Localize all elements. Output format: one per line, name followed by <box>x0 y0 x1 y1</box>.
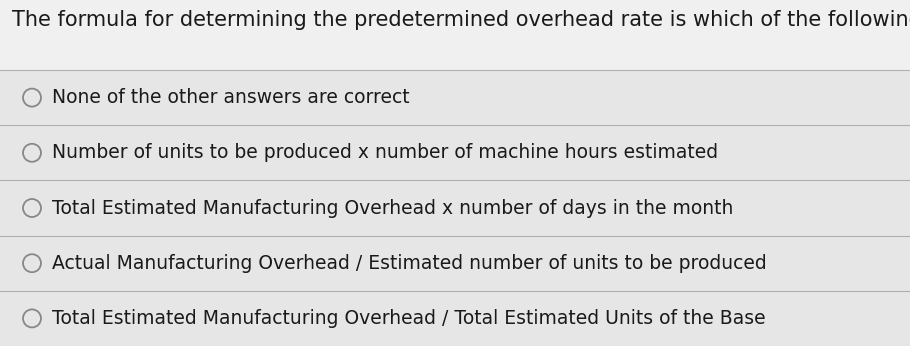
Bar <box>0 0 910 70</box>
Bar <box>0 70 910 346</box>
Text: Total Estimated Manufacturing Overhead / Total Estimated Units of the Base: Total Estimated Manufacturing Overhead /… <box>52 309 765 328</box>
Text: Total Estimated Manufacturing Overhead x number of days in the month: Total Estimated Manufacturing Overhead x… <box>52 199 733 218</box>
Text: None of the other answers are correct: None of the other answers are correct <box>52 88 410 107</box>
Text: Number of units to be produced x number of machine hours estimated: Number of units to be produced x number … <box>52 143 718 162</box>
Text: The formula for determining the predetermined overhead rate is which of the foll: The formula for determining the predeter… <box>12 10 910 30</box>
Text: Actual Manufacturing Overhead / Estimated number of units to be produced: Actual Manufacturing Overhead / Estimate… <box>52 254 767 273</box>
